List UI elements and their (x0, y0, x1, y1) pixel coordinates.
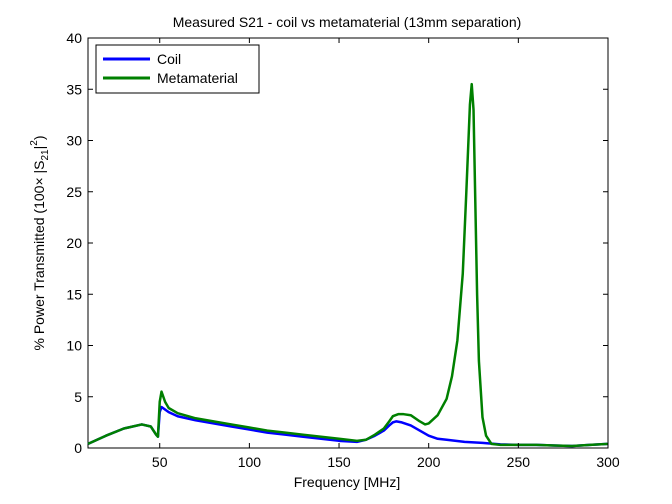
y-tick-label: 30 (66, 133, 82, 149)
legend-label-metamaterial: Metamaterial (157, 70, 238, 86)
y-tick-label: 25 (66, 184, 82, 200)
ticks-layer: 50 100 150 200 250 300 0 5 10 15 20 25 30 35 40 (66, 30, 619, 470)
series-line-metamaterial (87, 82, 609, 448)
y-tick-label: 10 (66, 338, 82, 354)
y-tick-label: 35 (66, 81, 82, 97)
y-axis-label-sup: 2 (29, 140, 40, 146)
x-tick-label: 50 (152, 454, 168, 470)
legend: Coil Metamaterial (95, 44, 260, 94)
series-layer (87, 82, 609, 448)
chart-title: Measured S21 - coil vs metamaterial (13m… (173, 14, 522, 30)
y-tick-label: 0 (74, 440, 82, 456)
y-axis-label-suffix: ) (31, 136, 47, 141)
y-tick-label: 40 (66, 30, 82, 46)
y-tick-label: 15 (66, 286, 82, 302)
plot-area: 50 100 150 200 250 300 0 5 10 15 20 25 30 35 40 (66, 30, 619, 470)
y-axis-label-sub: 21 (40, 149, 51, 161)
y-axis-label-mid: | (31, 146, 47, 150)
x-axis-label: Frequency [MHz] (294, 474, 401, 490)
x-tick-label: 300 (596, 454, 620, 470)
y-tick-label: 20 (66, 235, 82, 251)
legend-label-coil: Coil (157, 51, 181, 67)
y-axis-label-prefix: % Power Transmitted (100× |S (31, 161, 47, 351)
x-tick-label: 150 (327, 454, 351, 470)
x-tick-label: 200 (417, 454, 441, 470)
plot-frame (87, 37, 609, 449)
y-tick-label: 5 (74, 389, 82, 405)
x-tick-label: 250 (507, 454, 531, 470)
x-tick-label: 100 (238, 454, 262, 470)
y-axis-label: % Power Transmitted (100× |S21|2) (29, 136, 51, 351)
legend-box (95, 44, 260, 94)
